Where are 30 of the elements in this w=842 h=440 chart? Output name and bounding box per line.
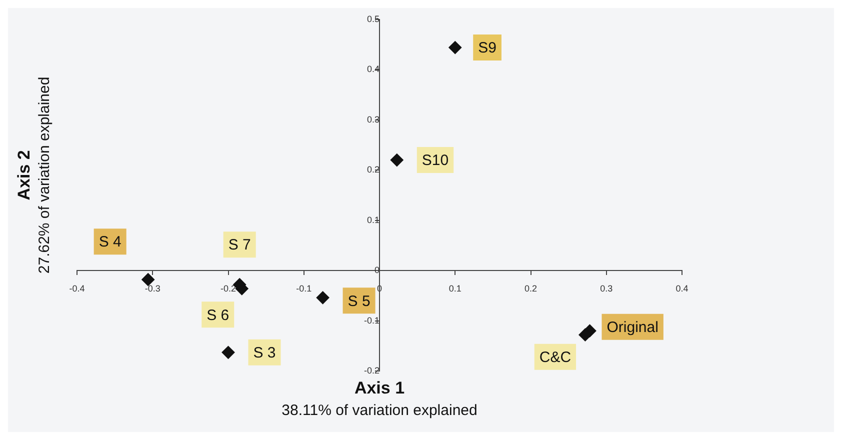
series-label: S 3 <box>253 344 276 362</box>
point <box>390 154 404 167</box>
y-axis-title: Axis 2 27.62% of variation explained <box>14 76 54 274</box>
point <box>578 328 592 342</box>
x-tick-label: -0.4 <box>69 283 85 294</box>
x-tick-label: -0.1 <box>296 283 312 294</box>
series-label: S 5 <box>348 292 370 310</box>
series-label: S 7 <box>228 236 251 254</box>
x-tick-label: 0.3 <box>600 283 613 294</box>
text: S 4 <box>98 234 122 251</box>
series-label: S9 <box>478 40 496 57</box>
y-tick-label: -0.1 <box>364 315 380 326</box>
x-tick-label: 0.4 <box>676 283 688 294</box>
point <box>316 291 330 304</box>
series-label: Original <box>606 318 658 336</box>
x-tick-label: 0.1 <box>448 283 462 294</box>
y-tick-label: 0.2 <box>366 164 380 175</box>
series-label: S 6 <box>206 306 230 324</box>
x-tick-label: -0.2 <box>220 283 236 294</box>
point <box>222 346 235 359</box>
point <box>448 41 462 54</box>
y-tick-label: 0.5 <box>366 14 380 24</box>
y-tick-label: -0.2 <box>364 365 380 376</box>
x-axis-title: Axis 1 38.11% of variation explained <box>282 378 478 420</box>
series-label: S10 <box>422 152 449 170</box>
x-tick-label: -0.3 <box>144 283 160 294</box>
point <box>142 273 155 286</box>
x-tick-label: 0.2 <box>524 283 538 294</box>
y-tick-label: 0.1 <box>366 214 380 225</box>
series-label: C&C <box>539 348 572 366</box>
